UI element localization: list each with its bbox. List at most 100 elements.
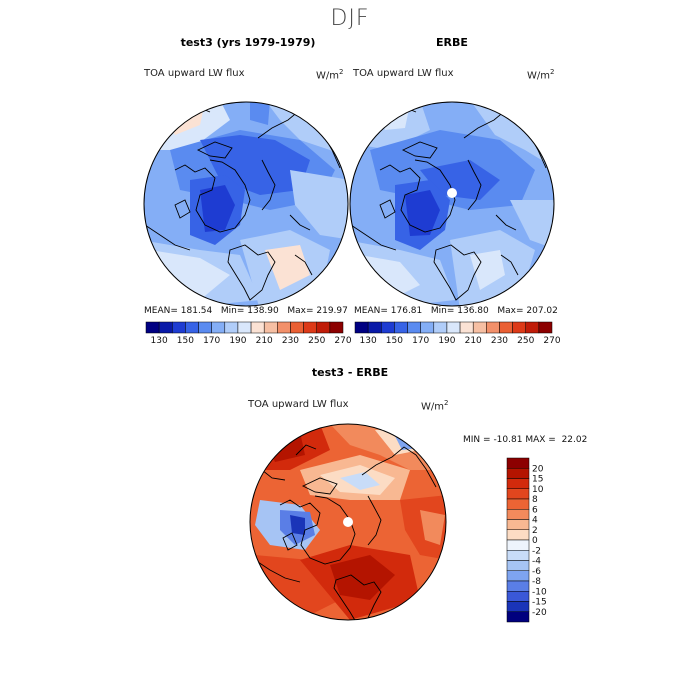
colorbar-swatch	[506, 539, 530, 551]
colorbar-swatch	[472, 321, 487, 334]
colorbar-swatch	[185, 321, 199, 334]
diff-panel-units: W/m2	[421, 399, 449, 413]
colorbar-swatch	[506, 560, 530, 571]
season-title: DJF	[330, 6, 370, 31]
colorbar-swatch	[145, 321, 160, 334]
diff-panel-variable: TOA upward LW flux	[248, 399, 349, 410]
colorbar-tick-label: 250	[517, 336, 534, 346]
colorbar-swatch	[420, 321, 435, 334]
map-1-border	[143, 101, 349, 307]
colorbar-panel-1: 130 150 170 190 210 230 250 270	[145, 321, 352, 346]
colorbar-tick-label: 270	[543, 336, 560, 346]
colorbar-swatch	[506, 550, 530, 561]
colorbar-tick-label: 4	[532, 516, 538, 526]
colorbar-swatch	[506, 488, 530, 500]
colorbar-swatch	[506, 468, 530, 479]
colorbar-swatch	[407, 321, 421, 334]
panel-1-title: test3 (yrs 1979-1979)	[180, 36, 316, 49]
colorbar-swatch	[506, 509, 530, 520]
colorbar-tick-label: 2	[532, 526, 538, 536]
colorbar-swatch	[506, 519, 530, 530]
colorbar-tick-label: -2	[532, 546, 541, 556]
colorbar-swatch	[433, 321, 448, 334]
colorbar-swatch	[224, 321, 239, 334]
colorbar-swatch	[198, 321, 212, 334]
colorbar-swatch	[329, 321, 344, 334]
diff-panel-stats: MIN = -10.81 MAX = 22.02	[463, 435, 588, 445]
colorbar-swatch	[381, 321, 395, 334]
colorbar-tick-label: 150	[177, 336, 194, 346]
colorbar-swatch	[158, 321, 173, 334]
colorbar-swatch	[277, 321, 291, 334]
colorbar-tick-label: -4	[532, 557, 541, 567]
colorbar-swatch	[499, 321, 513, 334]
colorbar-swatch	[263, 321, 278, 334]
panel-2-title: ERBE	[436, 36, 468, 49]
colorbar-swatch	[506, 591, 530, 602]
colorbar-tick-label: 210	[465, 336, 482, 346]
colorbar-swatch	[506, 601, 530, 612]
colorbar-tick-label: 270	[334, 336, 351, 346]
diff-panel-title: test3 - ERBE	[311, 366, 389, 379]
colorbar-swatch	[446, 321, 461, 334]
colorbar-swatch	[506, 457, 530, 469]
colorbar-tick-label: -8	[532, 577, 541, 587]
colorbar-swatch	[525, 321, 540, 334]
colorbar-tick-label: 190	[229, 336, 246, 346]
colorbar-tick-label: 170	[412, 336, 429, 346]
panel-1-units: W/m2	[316, 68, 344, 82]
panel-1-variable: TOA upward LW flux	[144, 68, 245, 79]
colorbar-tick-label: 190	[438, 336, 455, 346]
colorbar-swatch	[506, 498, 530, 510]
colorbar-tick-label: -10	[532, 587, 547, 597]
colorbar-swatch	[394, 321, 408, 334]
colorbar-tick-label: 15	[532, 475, 543, 485]
panel-2-variable: TOA upward LW flux	[353, 68, 454, 79]
map-panel-diff	[250, 424, 446, 620]
colorbar-swatch	[354, 321, 369, 334]
colorbar-swatch	[367, 321, 382, 334]
colorbar-tick-label: 20	[532, 464, 544, 474]
colorbar-swatch	[290, 321, 304, 334]
colorbar-panel-2: 130 150 170 190 210 230 250 270	[354, 321, 561, 346]
panel-2-units: W/m2	[527, 68, 555, 82]
colorbar-swatch	[250, 321, 265, 334]
colorbar-swatch	[506, 570, 530, 582]
colorbar-tick-label: 0	[532, 536, 538, 546]
colorbar-swatch	[506, 478, 530, 489]
colorbar-swatch	[506, 611, 530, 623]
panel-1-stats: MEAN= 181.54 Min= 138.90 Max= 219.97	[144, 306, 348, 316]
colorbar-tick-label: 250	[308, 336, 325, 346]
colorbar-tick-label: 130	[360, 336, 377, 346]
colorbar-tick-label: 8	[532, 495, 538, 505]
colorbar-swatch	[506, 580, 530, 592]
colorbar-tick-label: -6	[532, 567, 541, 577]
colorbar-swatch	[512, 321, 526, 334]
colorbar-tick-label: -20	[532, 608, 547, 618]
map-panel-1	[144, 102, 348, 306]
colorbar-tick-label: 130	[151, 336, 168, 346]
panel-2-stats: MEAN= 176.81 Min= 136.80 Max= 207.02	[354, 306, 558, 316]
colorbar-swatch	[486, 321, 500, 334]
colorbar-tick-label: 210	[256, 336, 273, 346]
colorbar-tick-label: -15	[532, 598, 547, 608]
map-2-border	[349, 101, 555, 307]
colorbar-tick-label: 170	[203, 336, 220, 346]
colorbar-swatch	[538, 321, 553, 334]
colorbar-swatch	[316, 321, 331, 334]
colorbar-tick-label: 230	[282, 336, 299, 346]
colorbar-tick-label: 230	[491, 336, 508, 346]
colorbar-swatch	[459, 321, 474, 334]
colorbar-swatch	[237, 321, 252, 334]
map-diff-border	[249, 423, 447, 621]
colorbar-tick-label: 10	[532, 485, 544, 495]
colorbar-swatch	[303, 321, 317, 334]
colorbar-tick-label: 6	[532, 505, 538, 515]
colorbar-swatch	[172, 321, 186, 334]
colorbar-swatch	[506, 529, 530, 541]
colorbar-swatch	[211, 321, 226, 334]
map-panel-2	[350, 102, 554, 306]
colorbar-tick-label: 150	[386, 336, 403, 346]
